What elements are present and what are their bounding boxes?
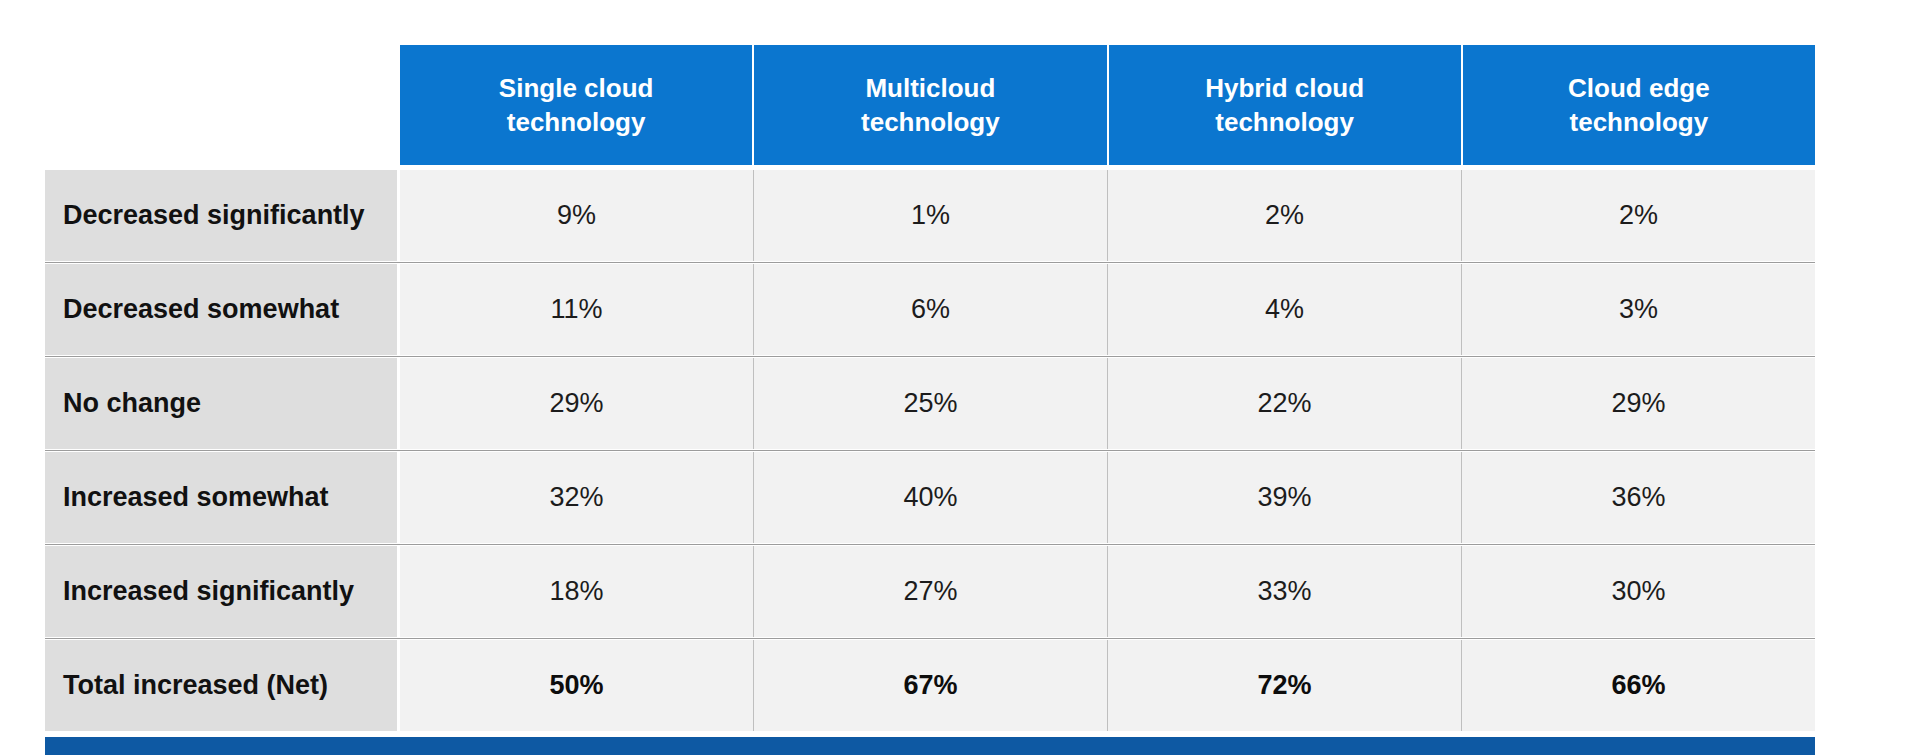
- table-row-decreased-somewhat: Decreased somewhat 11% 6% 4% 3%: [45, 264, 1815, 355]
- row-label: Total increased (Net): [45, 640, 397, 731]
- value-cell-total: 66%: [1461, 640, 1815, 731]
- value-cell-total: 72%: [1107, 640, 1461, 731]
- row-divider: [45, 637, 1815, 640]
- table-row-increased-significantly: Increased significantly 18% 27% 33% 30%: [45, 546, 1815, 637]
- value-cell: 18%: [400, 546, 753, 637]
- row-label: Decreased significantly: [45, 170, 397, 261]
- row-label: No change: [45, 358, 397, 449]
- value-cell: 30%: [1461, 546, 1815, 637]
- row-label: Decreased somewhat: [45, 264, 397, 355]
- value-cell: 2%: [1107, 170, 1461, 261]
- value-cell: 22%: [1107, 358, 1461, 449]
- column-header-hybrid-cloud: Hybrid cloud technology: [1107, 45, 1461, 165]
- table-body: Decreased significantly 9% 1% 2% 2% Decr…: [45, 170, 1815, 731]
- value-cell: 29%: [1461, 358, 1815, 449]
- row-divider: [45, 449, 1815, 452]
- value-cell: 36%: [1461, 452, 1815, 543]
- column-header-multicloud: Multicloud technology: [752, 45, 1106, 165]
- bottom-accent-bar: [45, 737, 1815, 755]
- value-cell: 29%: [400, 358, 753, 449]
- value-cell: 39%: [1107, 452, 1461, 543]
- value-cell-total: 50%: [400, 640, 753, 731]
- row-divider: [45, 261, 1815, 264]
- value-cell: 33%: [1107, 546, 1461, 637]
- row-divider: [45, 355, 1815, 358]
- value-cell: 32%: [400, 452, 753, 543]
- value-cell: 4%: [1107, 264, 1461, 355]
- column-header-single-cloud: Single cloud technology: [400, 45, 752, 165]
- table-row-increased-somewhat: Increased somewhat 32% 40% 39% 36%: [45, 452, 1815, 543]
- value-cell: 11%: [400, 264, 753, 355]
- value-cell: 27%: [753, 546, 1107, 637]
- row-label: Increased significantly: [45, 546, 397, 637]
- table-row-no-change: No change 29% 25% 22% 29%: [45, 358, 1815, 449]
- value-cell: 1%: [753, 170, 1107, 261]
- value-cell: 6%: [753, 264, 1107, 355]
- value-cell-total: 67%: [753, 640, 1107, 731]
- table-row-decreased-significantly: Decreased significantly 9% 1% 2% 2%: [45, 170, 1815, 261]
- value-cell: 9%: [400, 170, 753, 261]
- row-label: Increased somewhat: [45, 452, 397, 543]
- table-row-total-increased-net: Total increased (Net) 50% 67% 72% 66%: [45, 640, 1815, 731]
- results-table: Single cloud technology Multicloud techn…: [45, 45, 1815, 755]
- value-cell: 25%: [753, 358, 1107, 449]
- value-cell: 40%: [753, 452, 1107, 543]
- table-header-row: Single cloud technology Multicloud techn…: [400, 45, 1815, 165]
- row-divider: [45, 543, 1815, 546]
- slide-canvas: Single cloud technology Multicloud techn…: [0, 0, 1920, 756]
- value-cell: 3%: [1461, 264, 1815, 355]
- column-header-cloud-edge: Cloud edge technology: [1461, 45, 1815, 165]
- value-cell: 2%: [1461, 170, 1815, 261]
